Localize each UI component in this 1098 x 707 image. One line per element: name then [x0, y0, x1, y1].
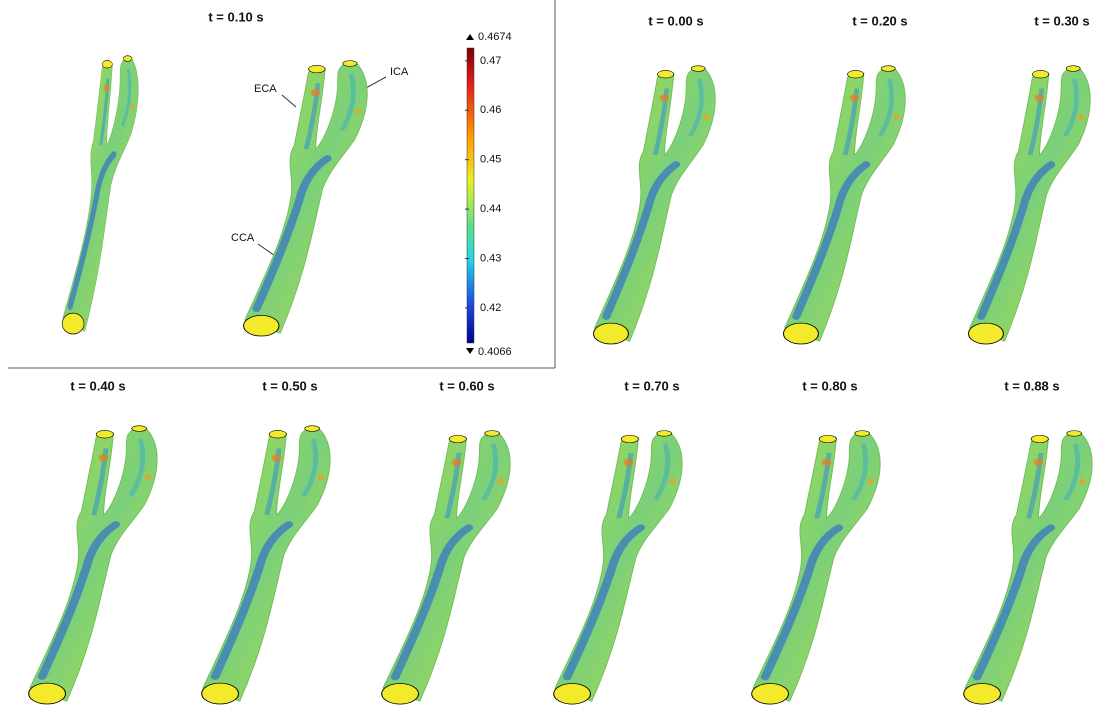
leader-line	[281, 94, 297, 108]
artery-model	[554, 431, 682, 704]
artery-model	[593, 66, 715, 344]
artery-model	[752, 431, 880, 704]
ica-label: ICA	[390, 66, 409, 78]
artery-model	[62, 56, 138, 334]
colorbar-tick-label: 0.43	[480, 252, 501, 264]
artery-model	[29, 426, 157, 704]
panel-title: t = 0.30 s	[1034, 13, 1089, 28]
colorbar	[466, 47, 475, 344]
panel-title: t = 0.10 s	[208, 9, 263, 24]
artery-model	[968, 66, 1090, 344]
eca-label: ECA	[254, 83, 277, 95]
panel-title: t = 0.80 s	[802, 378, 857, 393]
artery-model	[783, 66, 905, 344]
artery-model	[382, 431, 510, 704]
artery-model	[964, 431, 1092, 704]
colorbar-max: 0.4674	[478, 31, 512, 43]
panel-title: t = 0.50 s	[262, 378, 317, 393]
panel-title: t = 0.88 s	[1004, 378, 1059, 393]
colorbar-tick-label: 0.46	[480, 104, 501, 116]
colorbar-tick-label: 0.44	[480, 203, 501, 215]
leader-line	[363, 76, 387, 90]
artery-model	[202, 426, 330, 704]
panel-title: t = 0.40 s	[70, 378, 125, 393]
cca-label: CCA	[231, 232, 255, 244]
colorbar-tick-label: 0.47	[480, 55, 501, 67]
artery-model	[244, 61, 368, 336]
max-arrow	[466, 34, 474, 40]
colorbar-min: 0.4066	[478, 346, 512, 358]
panel-title: t = 0.70 s	[624, 378, 679, 393]
panel-title: t = 0.20 s	[852, 13, 907, 28]
colorbar-tick-label: 0.42	[480, 302, 501, 314]
panel-title: t = 0.00 s	[648, 13, 703, 28]
min-arrow	[466, 348, 474, 354]
panel-title: t = 0.60 s	[439, 378, 494, 393]
colorbar-tick-label: 0.45	[480, 154, 501, 166]
